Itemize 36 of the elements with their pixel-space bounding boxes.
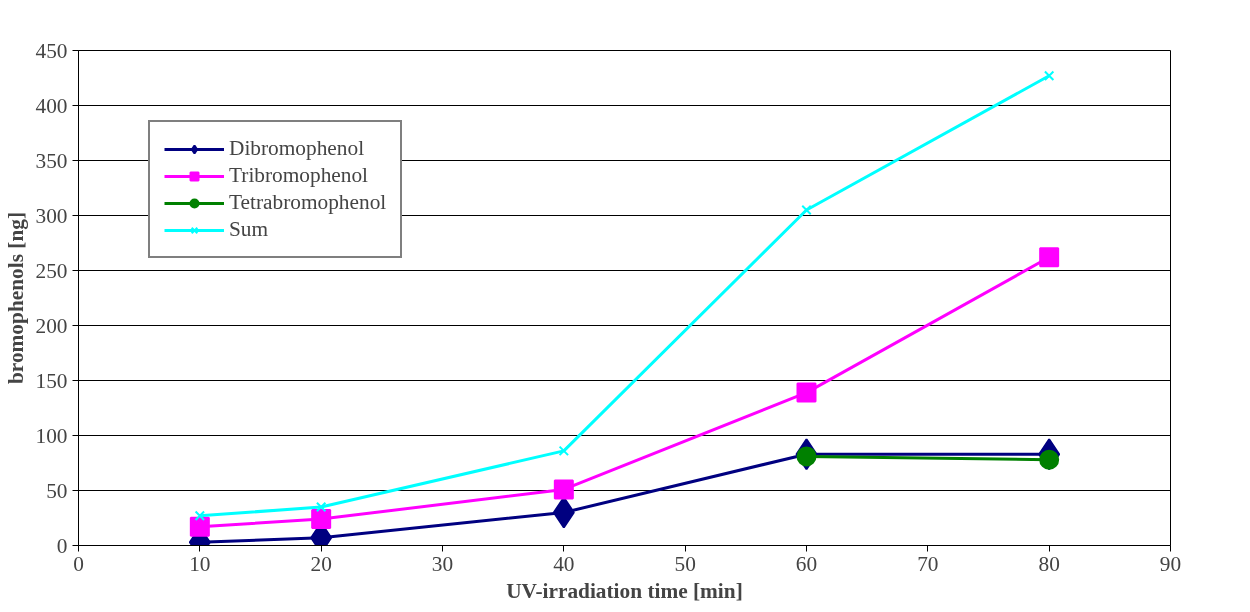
y-tick-label: 350 (35, 148, 68, 173)
y-tick-label: 400 (35, 93, 68, 118)
x-tick-label: 20 (310, 551, 332, 576)
x-tick-label: 80 (1038, 551, 1060, 576)
point (189, 516, 210, 537)
x-tick-label: 0 (73, 551, 84, 576)
y-tick-label: 150 (35, 368, 68, 393)
y-tick-label: 450 (35, 38, 68, 63)
x-tick-label: 30 (431, 551, 454, 576)
x-tick-label: 10 (189, 551, 211, 576)
y-axis-title: bromophenols [ng] (3, 211, 28, 385)
x-tick-label: 50 (674, 551, 696, 576)
y-tick-label: 0 (56, 533, 68, 558)
legend-label: Sum (229, 217, 269, 242)
point (796, 382, 817, 403)
point (553, 479, 574, 500)
point (1039, 247, 1060, 268)
legend-label: Tetrabromophenol (229, 190, 387, 215)
point (558, 445, 570, 457)
legend-label: Dibromophenol (229, 136, 365, 161)
x-axis-title: UV-irradiation time [min] (506, 578, 743, 603)
point (1043, 70, 1055, 82)
point (315, 501, 327, 513)
y-tick-label: 300 (35, 203, 68, 228)
y-tick-label: 200 (35, 313, 68, 338)
x-tick-label: 40 (553, 551, 575, 576)
point (311, 509, 332, 530)
point (801, 204, 812, 216)
x-tick-label: 70 (917, 551, 939, 576)
x-tick-label: 90 (1159, 551, 1182, 576)
y-tick-label: 50 (46, 478, 68, 503)
legend-label: Tribromophenol (229, 163, 369, 188)
y-tick-label: 250 (35, 258, 68, 283)
y-tick-label: 100 (35, 423, 68, 448)
x-tick-label: 60 (795, 551, 818, 576)
point (194, 510, 206, 522)
